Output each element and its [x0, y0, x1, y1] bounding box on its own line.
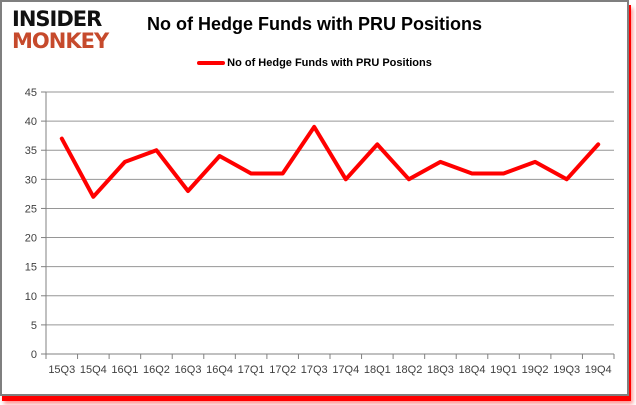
x-axis-label: 19Q3 [553, 364, 580, 376]
y-axis-label: 35 [25, 145, 37, 157]
logo-text-monkey: MONKEY [12, 29, 109, 53]
x-axis-label: 16Q1 [111, 364, 138, 376]
x-axis-label: 18Q3 [427, 364, 454, 376]
chart-legend: No of Hedge Funds with PRU Positions [2, 57, 627, 69]
legend-line-swatch [197, 61, 226, 65]
chart-card: INSIDER MONKEY No of Hedge Funds with PR… [0, 0, 629, 396]
x-axis-label: 17Q3 [301, 364, 328, 376]
x-axis-label: 18Q1 [364, 364, 391, 376]
y-axis-label: 45 [25, 87, 37, 99]
x-axis-label: 17Q4 [332, 364, 359, 376]
legend-label: No of Hedge Funds with PRU Positions [227, 57, 432, 69]
x-axis-label: 15Q3 [48, 364, 75, 376]
data-series-line [59, 124, 601, 199]
y-axis-label: 25 [25, 203, 37, 215]
y-axis-label: 40 [25, 116, 37, 128]
y-axis-label: 0 [31, 349, 37, 361]
x-axis-label: 18Q4 [459, 364, 486, 376]
x-axis-label: 15Q4 [80, 364, 107, 376]
x-axis-label: 19Q1 [490, 364, 517, 376]
y-axis-label: 30 [25, 174, 37, 186]
x-axis-label: 17Q1 [238, 364, 265, 376]
x-axis-label: 16Q4 [206, 364, 233, 376]
logo-text-insider: INSIDER [12, 7, 102, 31]
chart-title: No of Hedge Funds with PRU Positions [147, 14, 482, 34]
x-axis-label: 16Q3 [175, 364, 202, 376]
x-axis-label: 17Q2 [269, 364, 296, 376]
x-axis-label: 19Q4 [585, 364, 612, 376]
y-axis-label: 15 [25, 262, 37, 274]
y-axis-label: 20 [25, 233, 37, 245]
x-axis-label: 16Q2 [143, 364, 170, 376]
x-axis-label: 18Q2 [395, 364, 422, 376]
y-axis-label: 5 [31, 320, 37, 332]
y-axis-label: 10 [25, 291, 37, 303]
insider-monkey-logo: INSIDER MONKEY [12, 7, 109, 53]
x-axis-label: 19Q2 [522, 364, 549, 376]
